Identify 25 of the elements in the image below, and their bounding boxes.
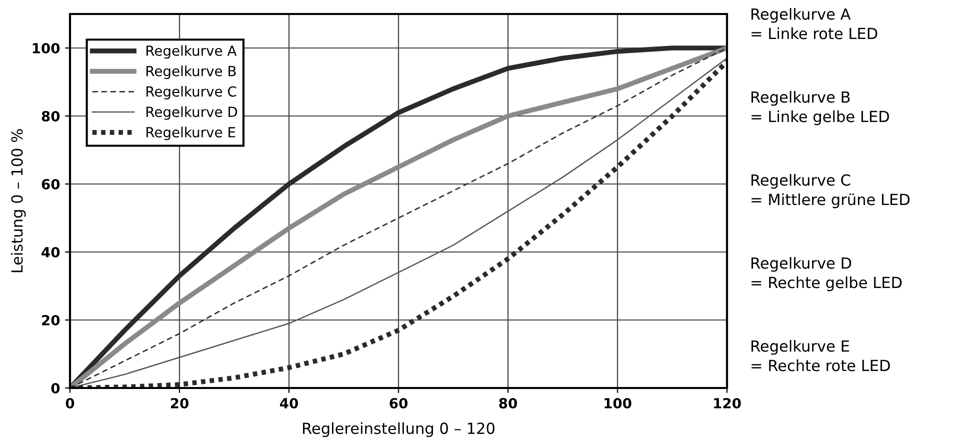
x-tick-label: 40	[280, 398, 298, 408]
legend-label: Regelkurve D	[146, 106, 238, 120]
legend-label: Regelkurve B	[146, 66, 236, 80]
y-tick-label: 20	[42, 314, 60, 326]
text: Regelkurve A = Linke rote LED	[752, 8, 878, 40]
x-tick-label: 60	[390, 398, 408, 408]
x-tick-label: 80	[499, 398, 517, 408]
y-tick-label: 60	[42, 178, 60, 190]
y-tick-label: 80	[42, 110, 60, 122]
x-tick-label: 120	[714, 398, 741, 408]
text: Regelkurve B = Linke gelbe LED	[752, 91, 889, 126]
x-axis-title: Reglereinstellung 0 – 120	[303, 422, 494, 438]
text: Regelkurve C = Mittlere grüne LED	[752, 174, 910, 208]
legend-label: Regelkurve A	[146, 45, 237, 59]
legend-label: Regelkurve C	[146, 86, 236, 100]
y-axis-title: Leistung 0 – 100 %	[10, 129, 26, 272]
y-tick-label: 100	[32, 42, 60, 54]
x-tick-label: 100	[604, 398, 632, 408]
y-tick-label: 40	[42, 246, 60, 258]
text: Regelkurve E = Rechte rote LED	[752, 340, 890, 372]
legend-label: Regelkurve E	[146, 126, 236, 140]
x-tick-label: 0	[66, 398, 74, 408]
text: Regelkurve D = Rechte gelbe LED	[752, 257, 902, 292]
x-tick-label: 20	[170, 398, 188, 408]
y-tick-label: 0	[51, 382, 60, 394]
